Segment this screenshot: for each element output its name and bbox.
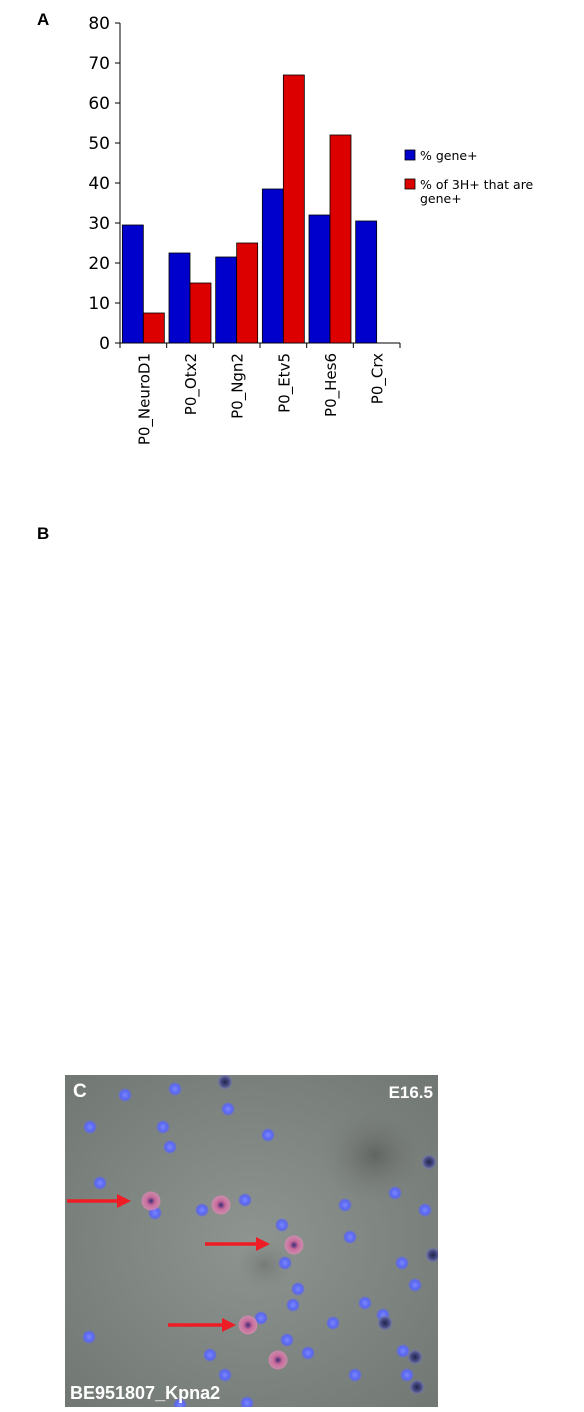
chart-a-category-label: P0_Ngn2: [229, 353, 248, 419]
nucleus: [195, 1203, 209, 1217]
dividing-nucleus: [217, 1074, 233, 1090]
dividing-nucleus: [425, 1247, 441, 1263]
chart-a-bar: [189, 282, 212, 344]
chart-a-y-tick-label: 0: [99, 334, 110, 354]
panel-a-letter: A: [37, 10, 50, 29]
chart-a-legend-swatch: [404, 178, 416, 190]
chart-a-legend-label: % gene+: [420, 148, 478, 163]
nucleus: [348, 1368, 362, 1382]
labeled-nucleus: [238, 1315, 258, 1335]
chart-a-category-label: P0_Crx: [369, 353, 388, 404]
chart-a-bar: [282, 74, 305, 344]
nucleus: [221, 1102, 235, 1116]
nucleus: [163, 1140, 177, 1154]
chart-a-bar: [121, 224, 144, 344]
nucleus: [338, 1198, 352, 1212]
microscopy-svg: C E16.5 BE951807_Kpna2: [65, 1074, 441, 1412]
chart-a-y-tick-label: 70: [88, 54, 110, 74]
nucleus: [291, 1282, 305, 1296]
chart-a-y-tick-label: 80: [88, 14, 110, 34]
chart-a-y-tick-label: 30: [88, 214, 110, 234]
dividing-nucleus: [377, 1315, 393, 1331]
panel-c-letter: C: [73, 1081, 87, 1102]
chart-a-category-label: P0_Otx2: [182, 353, 201, 415]
nucleus: [388, 1186, 402, 1200]
nucleus: [343, 1230, 357, 1244]
nucleus: [218, 1368, 232, 1382]
labeled-nucleus: [284, 1235, 304, 1255]
nucleus: [396, 1344, 410, 1358]
nucleus: [83, 1120, 97, 1134]
nucleus: [93, 1176, 107, 1190]
nucleus: [156, 1120, 170, 1134]
chart-a-category-label: P0_Hes6: [322, 353, 341, 417]
chart-a-legend-swatch: [404, 149, 416, 161]
nuclei-group: [82, 1074, 441, 1412]
arrow-3: [168, 1318, 236, 1332]
chart-a-bar: [142, 312, 165, 344]
nucleus: [203, 1348, 217, 1362]
labeled-nucleus: [268, 1350, 288, 1370]
chart-a-bar: [329, 134, 352, 344]
chart-a-bar: [236, 242, 259, 344]
nucleus: [400, 1368, 414, 1382]
stage-label: E16.5: [389, 1083, 433, 1102]
chart-a-y-tick-label: 20: [88, 254, 110, 274]
labeled-nucleus: [141, 1191, 161, 1211]
nucleus: [238, 1193, 252, 1207]
arrow-2: [205, 1237, 270, 1251]
chart-b: 0102030405060708090100E16.5_Rrm2P0_Rrm2E…: [0, 0, 584, 520]
chart-a-y-tick-label: 40: [88, 174, 110, 194]
microscopy-image: C E16.5 BE951807_Kpna2: [65, 1074, 441, 1412]
nucleus: [280, 1333, 294, 1347]
nucleus: [326, 1316, 340, 1330]
probe-label: BE951807_Kpna2: [70, 1383, 220, 1403]
chart-a-legend-label: % of 3H+ that are gene+: [420, 177, 534, 206]
dividing-nucleus: [409, 1379, 425, 1395]
chart-a-y-tick-label: 60: [88, 94, 110, 114]
nucleus: [168, 1082, 182, 1096]
dividing-nucleus: [421, 1154, 437, 1170]
labeled-nucleus: [211, 1195, 231, 1215]
chart-a-y-tick-label: 10: [88, 294, 110, 314]
chart-a-category-label: P0_Etv5: [275, 353, 294, 413]
chart-a-bar: [355, 220, 378, 344]
nucleus: [301, 1346, 315, 1360]
nucleus: [118, 1088, 132, 1102]
nucleus: [278, 1256, 292, 1270]
chart-a-category-label: P0_NeuroD1: [135, 353, 154, 445]
nucleus: [395, 1256, 409, 1270]
arrow-1: [67, 1194, 131, 1208]
nucleus: [286, 1298, 300, 1312]
dividing-nucleus: [407, 1349, 423, 1365]
micro-dark-blot: [235, 1239, 295, 1291]
nucleus: [408, 1278, 422, 1292]
chart-a-y-tick-label: 50: [88, 134, 110, 154]
chart-a: 0 10 20 30 40 50 60 70 80 P0_NeuroD1 P0_Otx2 P0_Ngn…: [88, 14, 534, 445]
nucleus: [254, 1311, 268, 1325]
nucleus: [275, 1218, 289, 1232]
micro-dark-blot: [320, 1105, 430, 1205]
nucleus: [358, 1296, 372, 1310]
nucleus: [240, 1396, 254, 1410]
nucleus: [82, 1330, 96, 1344]
nucleus: [418, 1203, 432, 1217]
nucleus: [261, 1128, 275, 1142]
panel-b-letter: B: [37, 524, 50, 543]
